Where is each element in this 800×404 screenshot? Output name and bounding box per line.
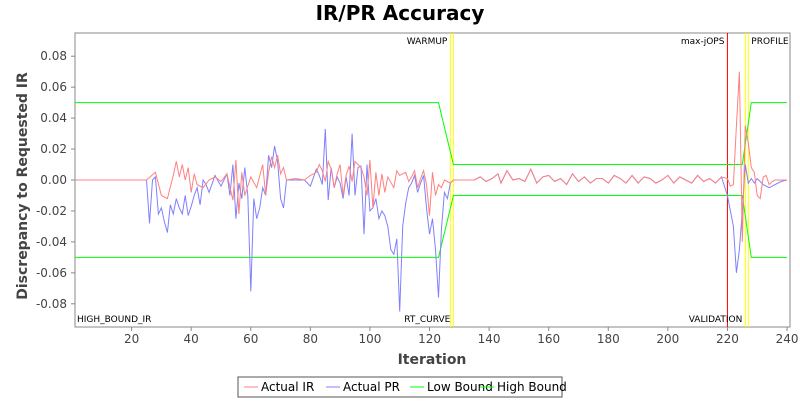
legend-label-1: Actual PR <box>343 380 400 394</box>
x-tick-label-2: 60 <box>243 332 258 346</box>
x-axis-label: Iteration <box>398 352 467 368</box>
y-tick-label-2: -0.04 <box>36 235 67 249</box>
x-tick-label-8: 180 <box>597 332 620 346</box>
legend-label-0: Actual IR <box>261 380 314 394</box>
phase-marker-label-0: HIGH_BOUND_IR <box>77 315 151 325</box>
y-axis: -0.08 -0.06 -0.04 -0.02 0.00 0.02 0.04 0.06 0.08 <box>36 49 75 311</box>
y-tick-label-7: 0.06 <box>40 80 67 94</box>
phase-marker-label-4: VALIDATION <box>689 315 743 325</box>
legend: Actual IR Actual PR Low Bound High Bound <box>237 376 567 398</box>
x-tick-label-0: 20 <box>124 332 139 346</box>
x-tick-label-10: 220 <box>716 332 739 346</box>
phase-marker-label-5: PROFILE <box>751 37 789 47</box>
y-tick-label-1: -0.06 <box>36 266 67 280</box>
phase-marker-label-1: WARMUP <box>407 37 448 47</box>
x-axis: 20 40 60 80 100 120 140 160 180 200 220 240 <box>124 327 799 346</box>
y-tick-label-0: -0.08 <box>36 297 67 311</box>
x-tick-label-9: 200 <box>656 332 679 346</box>
x-tick-label-4: 100 <box>358 332 381 346</box>
y-tick-label-4: 0.00 <box>40 173 67 187</box>
legend-label-2: Low Bound <box>427 380 493 394</box>
y-tick-label-6: 0.04 <box>40 111 67 125</box>
x-tick-label-1: 40 <box>184 332 199 346</box>
x-tick-label-7: 160 <box>537 332 560 346</box>
x-tick-label-6: 140 <box>478 332 501 346</box>
legend-box <box>237 376 563 398</box>
y-tick-label-5: 0.02 <box>40 142 67 156</box>
y-tick-label-8: 0.08 <box>40 49 67 63</box>
legend-label-3: High Bound <box>497 380 567 394</box>
y-axis-label: Discrepancy to Requested IR <box>15 72 31 300</box>
chart-title: IR/PR Accuracy <box>316 1 485 25</box>
x-tick-label-11: 240 <box>776 332 799 346</box>
series-line-3 <box>75 102 787 165</box>
phase-marker-label-2: RT_CURVE <box>404 315 450 325</box>
plot-area-background <box>74 32 791 328</box>
y-tick-label-3: -0.02 <box>36 204 67 218</box>
series-line-0 <box>75 71 787 242</box>
series-line-2 <box>75 195 787 258</box>
x-tick-label-3: 80 <box>303 332 318 346</box>
x-tick-label-5: 120 <box>418 332 441 346</box>
phase-marker-label-3: max-jOPS <box>681 37 725 47</box>
series-layer <box>75 71 788 312</box>
